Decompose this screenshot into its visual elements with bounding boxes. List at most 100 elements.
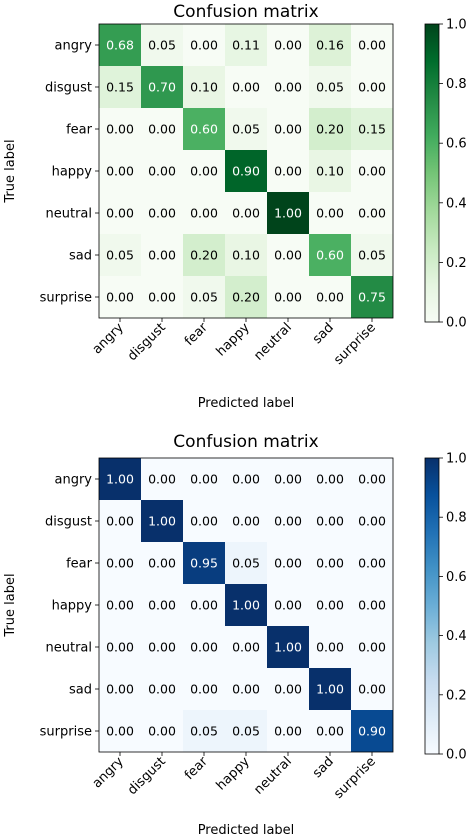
chart1-cell-value: 0.90 (358, 724, 386, 739)
chart1-cell-angry-fear (183, 458, 225, 500)
chart0-y-tick-fear: fear (66, 123, 93, 138)
chart0-cell-value: 0.20 (190, 248, 218, 263)
chart0-cell-value: 0.00 (358, 206, 386, 221)
chart1-cell-fear-disgust (141, 542, 183, 584)
chart0-cell-value: 0.00 (274, 38, 302, 53)
chart1-cell-value: 0.00 (148, 724, 176, 739)
chart0-cell-surprise-disgust (141, 276, 183, 318)
chart0-x-tick-surprise: surprise (331, 320, 379, 368)
chart0-title: Confusion matrix (173, 2, 318, 22)
chart1-y-axis-label: True label (3, 573, 18, 637)
chart1-y-tick-fear: fear (66, 557, 93, 572)
chart0-cell-angry-sad (309, 24, 351, 66)
chart1-cell-fear-sad (309, 542, 351, 584)
chart1-cell-angry-happy (225, 458, 267, 500)
chart0-cell-fear-fear (183, 108, 225, 150)
chart1-y-tick-angry: angry (55, 473, 93, 488)
chart0-cell-value: 0.00 (148, 122, 176, 137)
chart0-cell-value: 0.05 (358, 248, 386, 263)
chart1-cell-value: 0.00 (190, 640, 218, 655)
chart1-cell-happy-happy (225, 584, 267, 626)
chart1-cell-neutral-happy (225, 626, 267, 668)
chart0-cell-surprise-neutral (267, 276, 309, 318)
chart1-cell-value: 0.00 (148, 682, 176, 697)
chart0-cell-neutral-angry (99, 192, 141, 234)
chart1-cell-value: 0.00 (316, 724, 344, 739)
chart0-x-tick-neutral: neutral (251, 320, 294, 363)
chart0-cell-value: 0.00 (148, 248, 176, 263)
chart0-cell-sad-angry (99, 234, 141, 276)
chart0-cell-disgust-neutral (267, 66, 309, 108)
chart1-cell-angry-surprise (351, 458, 393, 500)
chart1-cell-fear-surprise (351, 542, 393, 584)
chart0-cell-value: 0.05 (106, 248, 134, 263)
chart0-cell-value: 0.00 (190, 164, 218, 179)
chart1-cell-angry-angry (99, 458, 141, 500)
chart1-cell-surprise-fear (183, 710, 225, 752)
chart1-cell-disgust-sad (309, 500, 351, 542)
chart1-cell-disgust-surprise (351, 500, 393, 542)
chart0-x-tick-fear: fear (182, 320, 211, 349)
chart1-cell-sad-angry (99, 668, 141, 710)
chart0-cell-angry-surprise (351, 24, 393, 66)
chart1-cell-value: 0.00 (274, 682, 302, 697)
chart0-cell-angry-happy (225, 24, 267, 66)
chart1-cell-value: 0.00 (190, 598, 218, 613)
chart1-cell-neutral-sad (309, 626, 351, 668)
chart0-cell-value: 0.10 (316, 164, 344, 179)
chart0-cell-value: 0.15 (358, 122, 386, 137)
chart1-cell-value: 0.00 (274, 724, 302, 739)
chart1-cell-value: 0.00 (232, 514, 260, 529)
chart0-cell-neutral-fear (183, 192, 225, 234)
chart1-cell-value: 0.00 (106, 598, 134, 613)
chart0-cell-happy-neutral (267, 150, 309, 192)
chart0-cell-disgust-disgust (141, 66, 183, 108)
chart1-cell-neutral-fear (183, 626, 225, 668)
chart0-cell-value: 1.00 (274, 206, 302, 221)
chart1-cell-surprise-happy (225, 710, 267, 752)
chart1-colorbar-tick-label: 0.2 (446, 688, 467, 703)
chart0-cell-surprise-surprise (351, 276, 393, 318)
chart1-cell-value: 0.05 (190, 724, 218, 739)
chart0-y-tick-sad: sad (69, 249, 92, 264)
chart1-cell-value: 0.00 (274, 598, 302, 613)
chart1-cell-happy-surprise (351, 584, 393, 626)
chart0-x-axis-label: Predicted label (198, 396, 295, 411)
chart1-cell-value: 1.00 (106, 472, 134, 487)
chart0-cell-value: 0.00 (316, 206, 344, 221)
chart0-cell-value: 0.00 (274, 164, 302, 179)
chart1-cell-value: 0.00 (106, 556, 134, 571)
chart0-cell-value: 0.00 (148, 290, 176, 305)
chart1-cell-neutral-surprise (351, 626, 393, 668)
chart1-cell-angry-neutral (267, 458, 309, 500)
chart0-cell-value: 0.05 (232, 122, 260, 137)
chart1-cell-value: 0.00 (316, 598, 344, 613)
chart0-cell-value: 0.68 (106, 38, 134, 53)
chart0-cell-value: 0.05 (148, 38, 176, 53)
chart1-cell-sad-fear (183, 668, 225, 710)
chart0-cell-value: 0.10 (190, 80, 218, 95)
chart0-cell-value: 0.20 (316, 122, 344, 137)
confusion-matrix-green: Confusion matrix 0.68 0.05 0.00 0.11 0.00 0.16… (3, 2, 467, 411)
chart0-cell-value: 0.60 (316, 248, 344, 263)
chart0-cell-disgust-sad (309, 66, 351, 108)
chart1-cell-happy-neutral (267, 584, 309, 626)
chart1-colorbar-tick-label: 0.8 (446, 511, 467, 526)
chart0-cell-fear-sad (309, 108, 351, 150)
chart0-cell-happy-angry (99, 150, 141, 192)
chart0-x-tick-angry: angry (90, 320, 127, 357)
chart1-cell-value: 0.00 (190, 514, 218, 529)
chart1-cell-value: 1.00 (316, 682, 344, 697)
chart0-cell-value: 0.00 (190, 206, 218, 221)
chart0-y-tick-surprise: surprise (40, 291, 92, 306)
chart0-cell-fear-surprise (351, 108, 393, 150)
chart1-cell-value: 0.00 (358, 472, 386, 487)
chart0-cell-value: 0.00 (274, 290, 302, 305)
chart1-cell-value: 0.00 (316, 556, 344, 571)
chart0-cell-value: 0.00 (106, 290, 134, 305)
chart1-cell-value: 1.00 (232, 598, 260, 613)
chart1-cell-sad-surprise (351, 668, 393, 710)
chart1-cell-value: 0.00 (358, 514, 386, 529)
chart1-cell-angry-disgust (141, 458, 183, 500)
